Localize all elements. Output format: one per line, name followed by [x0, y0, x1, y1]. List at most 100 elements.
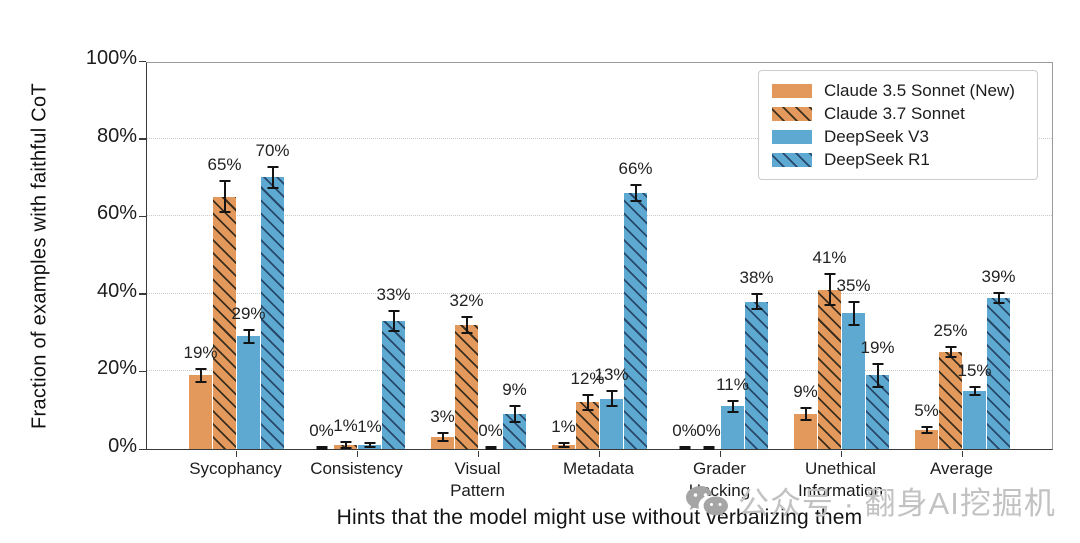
- bar-group-average: 5% 25% 15% 39%: [914, 63, 1016, 449]
- value-label: 0%: [478, 421, 503, 441]
- bar-claude-3-5-sonnet-new-average: [915, 429, 938, 449]
- value-label: 32%: [449, 291, 484, 311]
- bar-deepseek-v3-grader-hacking: [721, 406, 744, 449]
- y-axis-label-wrap: Fraction of examples with faithful CoT: [18, 62, 62, 450]
- error-bar-cap: [969, 385, 980, 388]
- legend-swatch: [772, 106, 812, 121]
- error-bar-cap: [727, 399, 738, 402]
- error-bar-cap: [558, 442, 569, 445]
- error-bar-cap: [848, 300, 859, 303]
- value-label: 29%: [231, 304, 266, 324]
- error-bar-cap: [485, 446, 496, 449]
- bar-slot: 0%: [478, 63, 503, 450]
- bar-claude-3-7-sonnet-average: [939, 352, 962, 449]
- legend-label: Claude 3.7 Sonnet: [824, 103, 965, 123]
- bar-group-metadata: 1% 12% 13% 66%: [551, 63, 653, 449]
- error-bar-cap: [582, 393, 593, 396]
- error-bar: [973, 386, 976, 395]
- error-bar-cap: [606, 389, 617, 392]
- value-label: 33%: [376, 285, 411, 305]
- bar-deepseek-r1-grader-hacking: [745, 301, 768, 449]
- legend-swatch: [772, 129, 812, 144]
- x-tick-mark: [477, 451, 480, 457]
- error-bar-cap: [437, 432, 448, 435]
- category-label-unethical-information: Unethical Information: [797, 459, 884, 501]
- error-bar: [368, 442, 371, 448]
- legend-row-claude-3-5-sonnet-new: Claude 3.5 Sonnet (New): [772, 81, 1024, 101]
- bar-group-visual-pattern: 3% 32% 0% 9%: [430, 63, 527, 450]
- error-bar-cap: [679, 448, 690, 450]
- value-label: 13%: [594, 364, 629, 384]
- error-bar: [199, 368, 202, 382]
- x-tick-mark: [598, 451, 601, 457]
- error-bar-cap: [606, 405, 617, 408]
- bar-slot: 9%: [793, 63, 818, 449]
- legend-swatch: [772, 83, 812, 98]
- error-bar-cap: [195, 367, 206, 370]
- error-bar-cap: [388, 310, 399, 313]
- error-bar: [223, 181, 226, 213]
- error-bar: [441, 433, 444, 442]
- x-tick-mark: [840, 451, 843, 457]
- value-label: 9%: [502, 380, 527, 400]
- category-label-grader-hacking: Grader Hacking: [688, 459, 751, 501]
- x-tick-mark: [719, 451, 722, 457]
- bar-slot: 11%: [716, 63, 749, 449]
- error-bar-cap: [800, 418, 811, 421]
- error-bar-cap: [630, 199, 641, 202]
- bar-claude-3-5-sonnet-new-visual-pattern: [431, 437, 454, 449]
- error-bar-cap: [485, 448, 496, 450]
- error-bar-cap: [703, 448, 714, 450]
- bar-group-sycophancy: 19% 65% 29% 70%: [183, 63, 290, 449]
- x-tick-mark: [961, 451, 964, 457]
- bar-deepseek-r1-metadata: [624, 192, 647, 449]
- y-tick-mark: [139, 293, 146, 295]
- bar-slot: 19%: [860, 63, 895, 449]
- error-bar: [949, 346, 952, 358]
- value-label: 1%: [333, 416, 358, 436]
- value-label: 0%: [309, 421, 334, 441]
- bar-deepseek-v3-unethical-information: [842, 313, 865, 449]
- error-bar-cap: [243, 329, 254, 332]
- error-bar-cap: [872, 362, 883, 365]
- bar-slot: 33%: [376, 63, 411, 449]
- value-label: 15%: [957, 360, 992, 380]
- bar-deepseek-v3-average: [963, 390, 986, 449]
- x-tick-mark: [356, 451, 359, 457]
- bar-claude-3-7-sonnet-sycophancy: [213, 196, 236, 449]
- error-bar-cap: [969, 393, 980, 396]
- bar-claude-3-7-sonnet-metadata: [576, 402, 599, 449]
- y-tick-mark: [139, 448, 146, 450]
- legend-swatch: [772, 152, 812, 167]
- legend-label: DeepSeek R1: [824, 149, 930, 169]
- gridline: [147, 215, 1052, 217]
- error-bar: [610, 390, 613, 407]
- value-label: 9%: [793, 382, 818, 402]
- bar-group-grader-hacking: 0% 0% 11% 38%: [672, 63, 774, 450]
- bar-slot: 9%: [502, 63, 527, 449]
- value-label: 41%: [812, 248, 847, 268]
- bar-claude-3-5-sonnet-new-unethical-information: [794, 414, 817, 449]
- bar-slot: 1%: [551, 63, 576, 449]
- error-bar: [562, 443, 565, 448]
- error-bar: [586, 394, 589, 411]
- value-label: 19%: [183, 342, 218, 362]
- y-tick-mark: [139, 60, 146, 62]
- error-bar: [271, 166, 274, 189]
- bar-deepseek-r1-consistency: [382, 320, 405, 449]
- bar-slot: 1%: [333, 63, 358, 450]
- bar-slot: 35%: [836, 63, 871, 449]
- error-bar-cap: [509, 420, 520, 423]
- value-label: 1%: [357, 416, 382, 436]
- error-bar: [876, 363, 879, 387]
- error-bar-cap: [800, 407, 811, 410]
- y-tick-label: 60%: [96, 202, 137, 225]
- y-tick-mark: [139, 215, 146, 218]
- y-tick-label: 20%: [96, 357, 137, 380]
- error-bar-cap: [461, 316, 472, 319]
- category-label-consistency: Consistency: [310, 459, 403, 478]
- bar-deepseek-r1-visual-pattern: [503, 414, 526, 449]
- error-bar-cap: [340, 441, 351, 444]
- value-label: 11%: [716, 374, 749, 394]
- error-bar: [755, 293, 758, 310]
